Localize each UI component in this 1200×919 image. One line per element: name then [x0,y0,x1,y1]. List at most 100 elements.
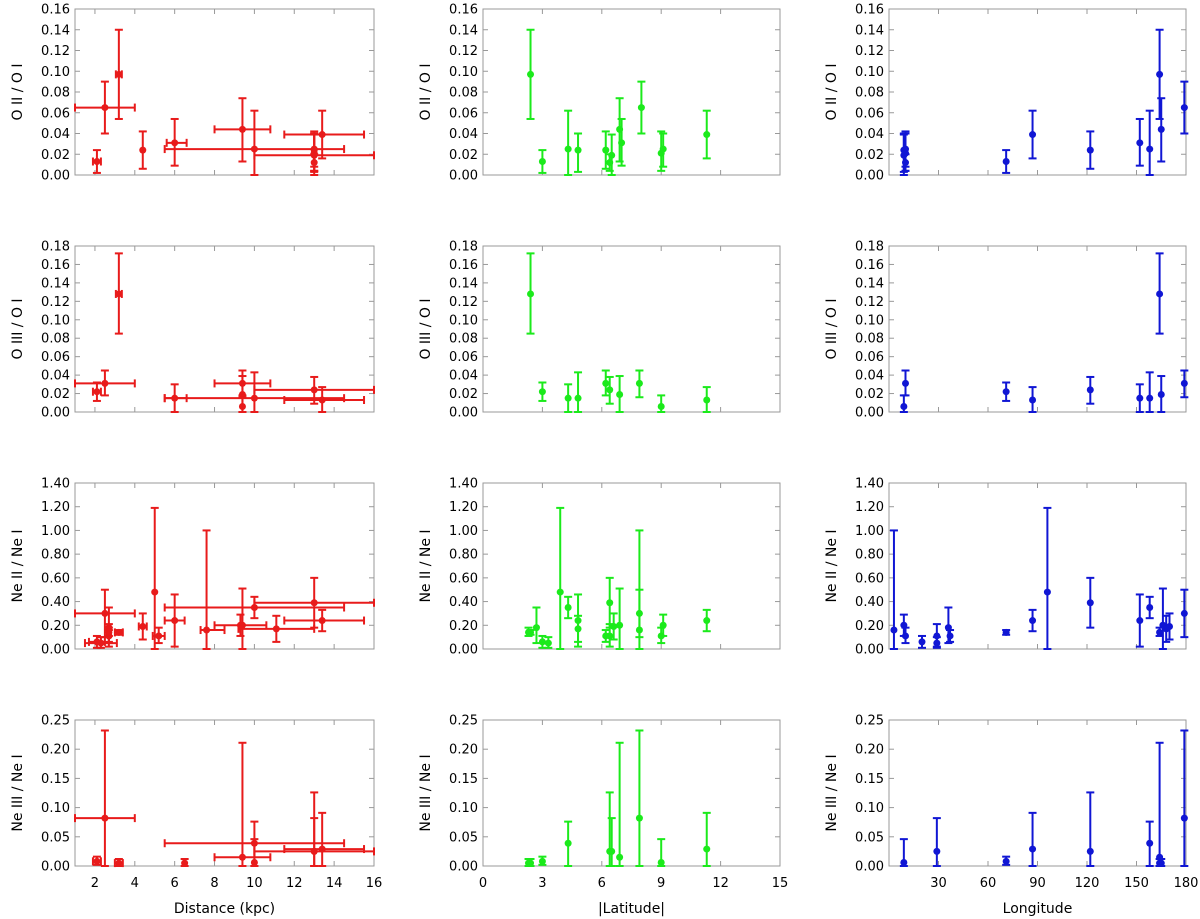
point-marker [171,617,179,625]
y-tick-label: 0.02 [855,148,884,163]
data-point [538,381,547,402]
data-point [702,608,711,633]
point-marker [310,145,318,153]
data-point [91,381,102,402]
data-point [213,97,272,163]
data-point [113,857,124,868]
point-marker [635,379,643,387]
x-tick-label: 12 [712,876,729,891]
panel-frame [74,245,375,413]
data-point [702,109,711,160]
point-marker [115,859,123,867]
panel-neiii-longitude: 0.00 0.05 0.10 0.15 0.20 0.25 30 60 90 120 150 180 N… [824,714,1198,918]
data-point [538,149,547,174]
point-marker [564,145,572,153]
y-tick-label: 0.02 [855,387,884,402]
data-point [1180,369,1189,399]
panel-frame [482,8,781,176]
data-point [138,130,147,170]
point-marker [1029,617,1037,625]
panel-oii-longitude: 0.00 0.02 0.04 0.06 0.08 0.10 0.12 0.14 0.16 O II… [824,3,1189,184]
data-point [137,612,148,641]
y-tick-label: 0.00 [41,860,70,875]
data-point [1145,820,1154,867]
data-point [635,729,644,867]
point-marker [250,145,258,153]
panel-frame [482,482,781,650]
data-point [564,109,573,176]
data-point [615,587,624,650]
y-tick-label: 0.00 [449,643,478,658]
point-marker [93,857,101,865]
y-tick-label: 0.40 [449,595,478,610]
data-point [702,811,711,867]
x-tick-label: 9 [657,876,665,891]
point-marker [564,604,572,611]
point-marker [556,588,564,596]
y-tick-label: 0.12 [449,295,478,310]
data-point [1145,595,1154,620]
y-tick-label: 0.20 [449,743,478,758]
y-tick-label: 0.06 [855,350,884,365]
y-tick-label: 0.15 [449,772,478,787]
y-tick-label: 0.08 [855,332,884,347]
point-marker [238,125,246,133]
point-marker [525,628,533,636]
y-tick-label: 0.12 [855,44,884,59]
y-tick-label: 0.25 [41,714,70,729]
data-point [74,80,136,135]
point-marker [181,859,189,867]
point-marker [250,858,258,866]
x-tick-label: 6 [598,876,606,891]
panel-neiii-distance: 0.00 0.05 0.10 0.15 0.20 0.25 2 4 6 8 10 12 14 16 Ne I… [10,714,382,918]
data-point [605,576,614,629]
y-tick-label: 0.10 [449,65,478,80]
y-tick-label: 0.12 [449,44,478,59]
y-tick-label: 0.40 [855,595,884,610]
point-marker [250,604,258,611]
y-tick-label: 0.04 [41,369,70,384]
point-marker [933,632,941,640]
data-point [702,386,711,413]
point-marker [139,622,147,630]
y-tick-label: 0.06 [449,106,478,121]
y-axis-label: O II / O I [10,64,26,121]
data-point [163,595,346,620]
panel-neii-longitude: 0.00 0.20 0.40 0.60 0.80 1.00 1.20 1.40 Ne II / … [824,477,1189,658]
point-marker [1136,139,1144,147]
point-marker [657,402,665,410]
data-point [1180,729,1189,867]
data-point [1165,612,1174,641]
y-tick-label: 0.04 [449,369,478,384]
data-point [532,606,541,645]
data-point [1135,593,1144,648]
data-point [615,97,624,163]
y-tick-label: 0.14 [449,276,478,291]
x-tick-label: 30 [930,876,947,891]
data-point [1043,506,1052,650]
data-point [657,394,666,413]
data-point [1155,626,1164,637]
data-point [1002,381,1011,402]
point-marker [115,290,123,298]
point-marker [310,386,318,394]
point-marker [139,146,147,154]
point-marker [1029,845,1037,853]
point-marker [532,624,540,632]
y-tick-label: 0.16 [855,258,884,273]
point-marker [659,621,667,629]
data-point [1180,588,1189,639]
data-point [213,613,268,637]
y-tick-label: 0.00 [855,406,884,421]
point-marker [564,839,572,847]
x-tick-label: 2 [91,876,99,891]
data-point [74,729,136,867]
y-tick-label: 0.08 [41,332,70,347]
point-marker [1157,859,1165,867]
point-marker [171,139,179,147]
y-tick-label: 0.00 [449,860,478,875]
point-marker [538,857,546,865]
point-marker [318,131,326,139]
data-point [544,636,553,649]
data-point [150,506,159,650]
